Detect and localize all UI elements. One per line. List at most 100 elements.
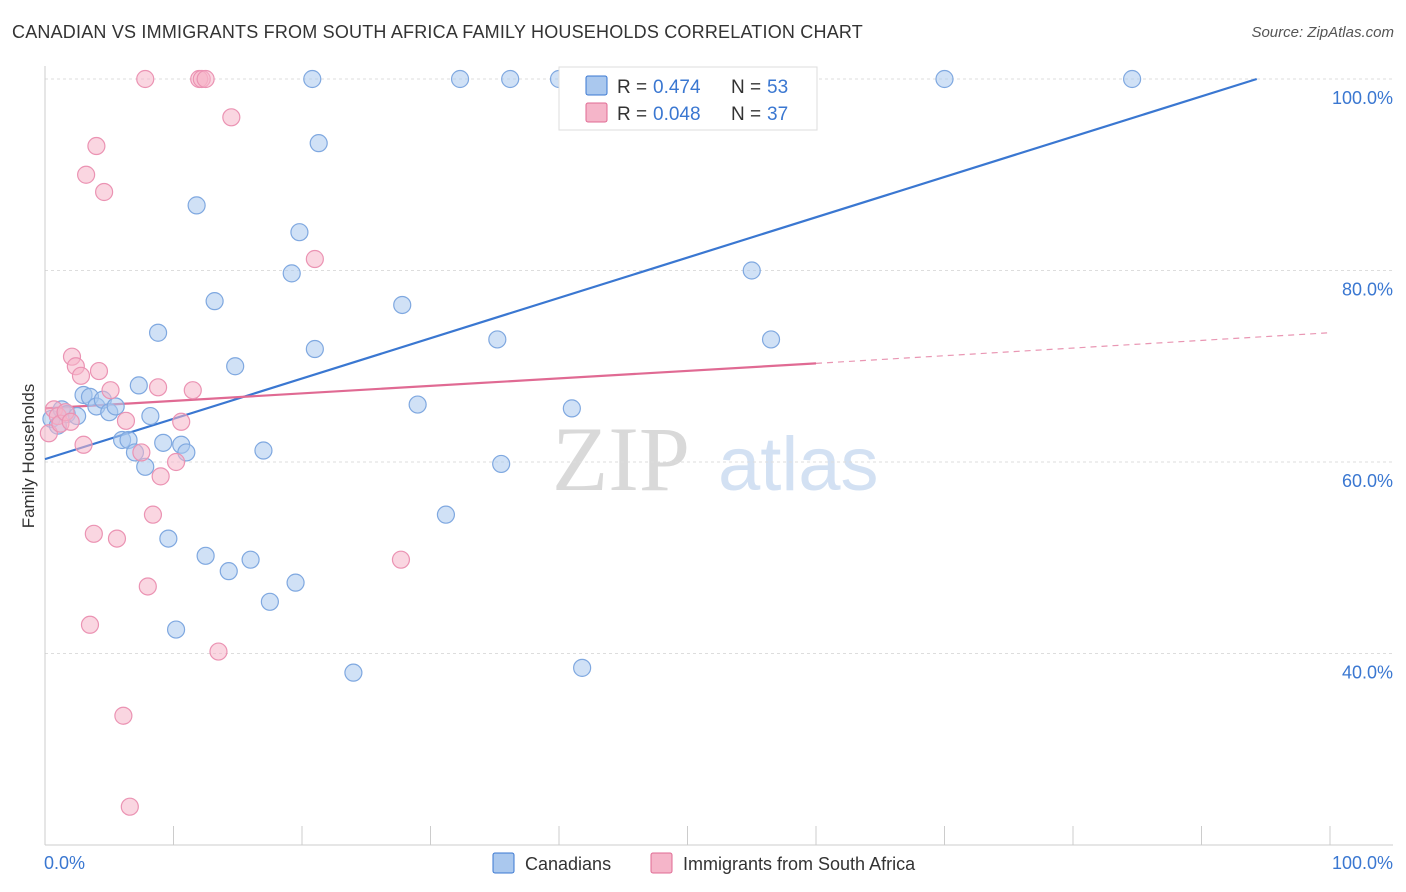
series-legend-label-canadians: Canadians: [525, 854, 611, 874]
point-south-africa-29: [183, 381, 202, 400]
point-canadians-16: [141, 406, 160, 426]
point-south-africa-15: [95, 182, 114, 202]
point-canadians-49: [761, 330, 781, 349]
point-south-africa-23: [138, 577, 157, 596]
point-south-africa-34: [222, 108, 241, 127]
point-canadians-20: [166, 620, 186, 639]
watermark-atlas: atlas: [718, 422, 879, 507]
point-south-africa-22: [136, 69, 155, 89]
point-canadians-19: [159, 529, 178, 548]
y-tick-label-40: 40.0%: [1342, 663, 1393, 683]
point-canadians-39: [408, 395, 427, 414]
point-south-africa-19: [116, 411, 136, 430]
point-canadians-36: [309, 134, 328, 153]
point-canadians-30: [260, 592, 279, 611]
point-south-africa-9: [74, 435, 93, 454]
stats-legend: R = 0.474 N = 53 R = 0.048 N = 37: [558, 66, 818, 131]
point-canadians-34: [303, 69, 322, 89]
point-south-africa-18: [114, 706, 133, 725]
point-canadians-32: [286, 573, 305, 592]
point-south-africa-16: [101, 381, 120, 400]
point-south-africa-25: [148, 378, 168, 397]
point-canadians-31: [282, 264, 301, 283]
data-points: [39, 69, 1142, 816]
point-south-africa-26: [151, 467, 170, 486]
point-south-africa-24: [143, 505, 163, 524]
point-canadians-23: [187, 196, 206, 215]
point-canadians-37: [344, 663, 363, 682]
point-south-africa-5: [61, 412, 80, 431]
gridlines: [45, 78, 1393, 654]
trend-line-south-africa: [44, 362, 817, 410]
point-canadians-51: [935, 69, 954, 89]
source-label: Source: ZipAtlas.com: [1251, 24, 1394, 41]
point-south-africa-20: [120, 797, 139, 816]
point-south-africa-32: [196, 69, 215, 89]
y-axis-label: Family Households: [19, 384, 38, 529]
trend-line-dashed-south-africa: [815, 332, 1331, 364]
point-south-africa-14: [89, 361, 109, 381]
point-south-africa-10: [77, 165, 96, 184]
chart-title: CANADIAN VS IMMIGRANTS FROM SOUTH AFRICA…: [12, 22, 863, 42]
point-canadians-27: [226, 357, 245, 376]
point-south-africa-27: [166, 452, 186, 472]
point-canadians-47: [573, 658, 592, 677]
point-canadians-14: [129, 376, 148, 395]
watermark-zip: ZIP: [552, 408, 690, 510]
point-canadians-48: [742, 261, 761, 280]
legend-swatch-canadians: [585, 75, 608, 96]
point-south-africa-13: [87, 136, 106, 156]
point-canadians-43: [492, 454, 511, 474]
point-canadians-25: [205, 292, 224, 311]
point-canadians-35: [305, 339, 324, 359]
point-canadians-18: [154, 433, 173, 452]
x-tick-label-100: 100.0%: [1332, 853, 1393, 873]
legend-n-value-south-africa: 37: [767, 104, 788, 125]
point-canadians-26: [219, 562, 238, 581]
y-tick-label-100: 100.0%: [1332, 88, 1393, 108]
watermark: ZIP atlas: [552, 408, 879, 510]
legend-r-label-canadians: R =: [617, 77, 652, 98]
point-south-africa-35: [305, 249, 324, 269]
point-canadians-28: [241, 550, 260, 569]
legend-swatch-south-africa: [585, 102, 608, 123]
point-south-africa-17: [107, 529, 127, 548]
legend-r-label-south-africa: R =: [617, 104, 652, 125]
series-legend: Canadians Immigrants from South Africa: [492, 852, 916, 874]
legend-n-label-south-africa: N =: [731, 104, 766, 125]
point-south-africa-33: [209, 642, 228, 661]
point-canadians-46: [562, 399, 581, 418]
point-south-africa-21: [132, 443, 151, 462]
point-south-africa-8: [71, 366, 91, 385]
legend-r-value-south-africa: 0.048: [653, 104, 701, 125]
trend-lines: [44, 77, 1331, 461]
point-canadians-42: [488, 330, 507, 349]
legend-n-value-canadians: 53: [767, 77, 788, 98]
series-legend-swatch-canadians: [492, 852, 515, 874]
point-south-africa-12: [84, 524, 103, 543]
point-canadians-38: [393, 295, 412, 315]
y-tick-label-80: 80.0%: [1342, 280, 1393, 300]
point-south-africa-28: [172, 412, 191, 431]
point-canadians-10: [106, 397, 125, 416]
series-legend-label-south-africa: Immigrants from South Africa: [683, 854, 916, 874]
point-canadians-24: [196, 546, 215, 565]
point-south-africa-36: [391, 550, 411, 569]
point-canadians-41: [450, 69, 470, 89]
point-canadians-29: [254, 441, 273, 460]
series-legend-swatch-south-africa: [650, 852, 673, 874]
y-tick-label-60: 60.0%: [1342, 471, 1393, 491]
point-canadians-44: [501, 69, 520, 89]
trend-line-canadians: [44, 77, 1258, 461]
point-canadians-17: [148, 323, 168, 342]
point-south-africa-11: [80, 615, 100, 634]
legend-r-value-canadians: 0.474: [653, 77, 701, 98]
x-tick-label-0: 0.0%: [44, 853, 85, 873]
point-canadians-52: [1123, 69, 1142, 89]
point-canadians-33: [290, 223, 309, 242]
axes: [44, 66, 1393, 846]
point-canadians-40: [436, 505, 456, 524]
legend-n-label-canadians: N =: [731, 77, 766, 98]
y-tick-labels: 40.0% 60.0% 80.0% 100.0%: [1332, 88, 1393, 683]
